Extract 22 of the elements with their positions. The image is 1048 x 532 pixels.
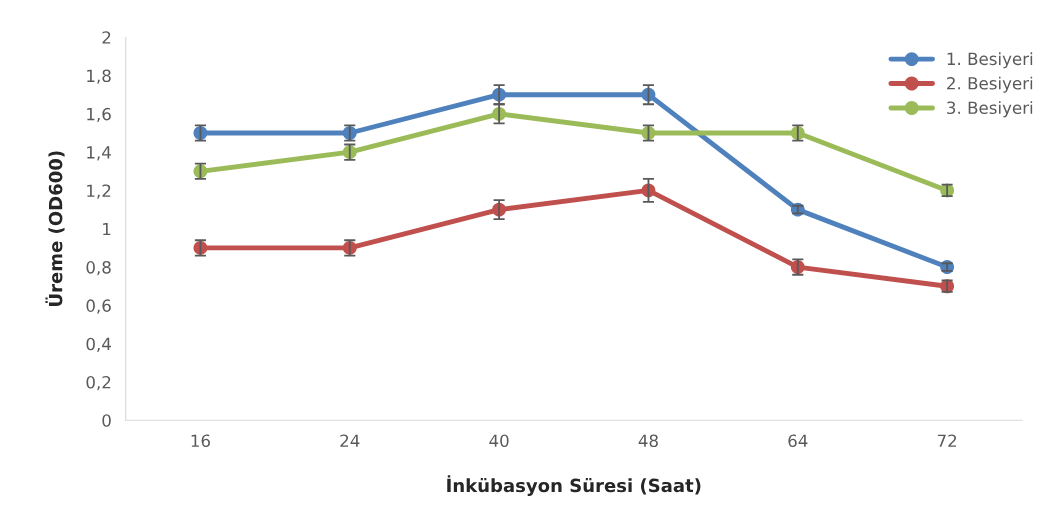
y-tick-label: 1,6 — [87, 107, 111, 123]
legend-label: 1. Besiyeri — [947, 52, 1033, 69]
x-tick-label: 72 — [937, 434, 957, 447]
y-tick-label: 2 — [102, 31, 111, 44]
y-tick-label: 0,2 — [86, 375, 111, 391]
y-tick-label: 0,6 — [86, 299, 111, 314]
y-tick-label: 0 — [102, 414, 111, 427]
x-tick-label: 16 — [191, 434, 210, 448]
y-tick-label: 1,2 — [87, 184, 111, 199]
x-axis-title: İnkübasyon Süresi (Saat) — [447, 475, 701, 496]
y-tick-label: 0,8 — [86, 261, 111, 276]
legend-label: 3. Besiyeri — [947, 101, 1033, 118]
x-tick-label: 24 — [340, 434, 360, 447]
y-axis-title: Üreme (OD600) — [45, 151, 65, 306]
y-tick-label: 1,4 — [87, 146, 111, 161]
x-tick-label: 64 — [788, 434, 808, 448]
x-tick-label: 48 — [638, 434, 658, 448]
y-tick-label: 1,8 — [87, 69, 111, 84]
x-tick-label: 40 — [489, 434, 509, 448]
y-tick-label: 0,4 — [86, 337, 111, 352]
y-tick-label: 1 — [103, 222, 111, 236]
legend-label: 2. Besiyeri — [947, 76, 1033, 93]
